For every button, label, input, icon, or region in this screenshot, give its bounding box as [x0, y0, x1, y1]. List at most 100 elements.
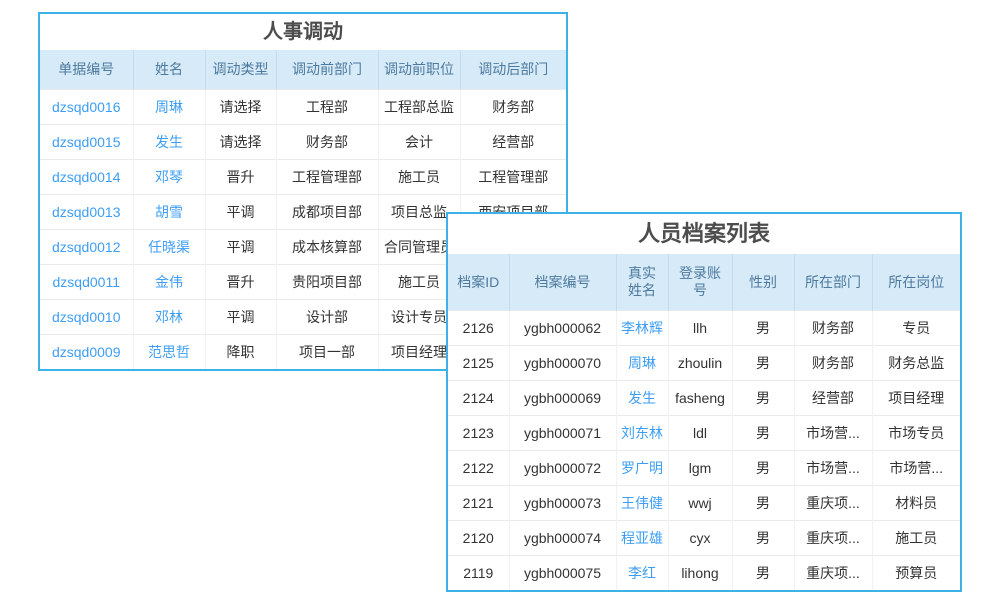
table-cell: fasheng: [667, 380, 732, 416]
table-cell: 2119: [448, 555, 509, 590]
table-cell: 2120: [448, 520, 509, 556]
personnel-transfer-table: 单据编号 姓名 调动类型 调动前部门 调动前职位 调动后部门 dzsqd0016 周琳 请选择…: [40, 50, 566, 369]
link-cell[interactable]: dzsqd0009: [40, 334, 133, 369]
table-cell: 男: [731, 555, 794, 590]
personnel-archive-card: 人员档案列表 档案ID 档案编号 真实姓名 登录账号 性别 所在部门 所在岗位 2126 yg…: [446, 212, 962, 592]
table-cell: 市场营...: [871, 450, 960, 486]
column-header: 调动类型: [204, 50, 276, 90]
link-cell[interactable]: dzsqd0015: [40, 124, 133, 160]
link-cell[interactable]: 范思哲: [132, 334, 205, 369]
link-cell[interactable]: 任晓渠: [132, 229, 205, 265]
link-cell[interactable]: 周琳: [615, 345, 668, 381]
column-header: 单据编号: [40, 50, 133, 90]
link-cell[interactable]: 胡雪: [132, 194, 205, 230]
table-cell: 重庆项...: [793, 485, 872, 521]
table-cell: 财务部: [275, 124, 378, 160]
table-cell: 2126: [448, 310, 509, 346]
table-cell: 经营部: [793, 380, 872, 416]
table-cell: ygbh000074: [508, 520, 616, 556]
table-cell: 财务部: [793, 345, 872, 381]
link-cell[interactable]: 邓琴: [132, 159, 205, 195]
personnel-archive-table: 档案ID 档案编号 真实姓名 登录账号 性别 所在部门 所在岗位 2126 ygbh00006…: [448, 254, 960, 590]
table-cell: 男: [731, 380, 794, 416]
table-cell: 财务部: [793, 310, 872, 346]
table-row: 2123 ygbh000071 刘东林 ldl 男市场营... 市场专员: [448, 415, 960, 451]
personnel-transfer-card: 人事调动 单据编号 姓名 调动类型 调动前部门 调动前职位 调动后部门 dzsqd0016…: [38, 12, 568, 371]
table-cell: 贵阳项目部: [275, 264, 378, 300]
personnel-archive-title: 人员档案列表: [448, 214, 960, 254]
table-cell: 经营部: [459, 124, 566, 160]
link-cell[interactable]: 发生: [615, 380, 668, 416]
link-cell[interactable]: 罗广明: [615, 450, 668, 486]
table-cell: 男: [731, 345, 794, 381]
table-row: dzsqd0016 周琳 请选择 工程部 工程部总监 财务部: [40, 89, 566, 125]
table-cell: 平调: [204, 299, 276, 335]
table-cell: 市场营...: [793, 415, 872, 451]
table-cell: 工程管理部: [459, 159, 566, 195]
table-cell: 男: [731, 415, 794, 451]
table-cell: 会计: [377, 124, 460, 160]
column-header: 姓名: [132, 50, 205, 90]
column-header: 调动前部门: [275, 50, 378, 90]
table-cell: 平调: [204, 194, 276, 230]
table-cell: ygbh000070: [508, 345, 616, 381]
table-cell: ygbh000071: [508, 415, 616, 451]
table-cell: llh: [667, 310, 732, 346]
table-cell: lihong: [667, 555, 732, 590]
link-cell[interactable]: dzsqd0014: [40, 159, 133, 195]
table-cell: 2125: [448, 345, 509, 381]
table-row: dzsqd0015 发生 请选择 财务部 会计 经营部: [40, 124, 566, 160]
table-cell: lgm: [667, 450, 732, 486]
link-cell[interactable]: 周琳: [132, 89, 205, 125]
table-cell: 2121: [448, 485, 509, 521]
table-cell: 男: [731, 485, 794, 521]
link-cell[interactable]: 李红: [615, 555, 668, 590]
link-cell[interactable]: 邓林: [132, 299, 205, 335]
table-cell: 成都项目部: [275, 194, 378, 230]
link-cell[interactable]: 程亚雄: [615, 520, 668, 556]
table-cell: 请选择: [204, 89, 276, 125]
link-cell[interactable]: dzsqd0012: [40, 229, 133, 265]
table-cell: 请选择: [204, 124, 276, 160]
link-cell[interactable]: dzsqd0011: [40, 264, 133, 300]
table-cell: wwj: [667, 485, 732, 521]
table-cell: ygbh000069: [508, 380, 616, 416]
table-cell: 施工员: [377, 159, 460, 195]
table-cell: 降职: [204, 334, 276, 369]
table-cell: 2122: [448, 450, 509, 486]
table-cell: 设计部: [275, 299, 378, 335]
table-cell: ygbh000072: [508, 450, 616, 486]
link-cell[interactable]: dzsqd0013: [40, 194, 133, 230]
table-cell: cyx: [667, 520, 732, 556]
table-cell: 预算员: [871, 555, 960, 590]
table-cell: 晋升: [204, 264, 276, 300]
link-cell[interactable]: 金伟: [132, 264, 205, 300]
table-row: 2122 ygbh000072 罗广明 lgm 男市场营... 市场营...: [448, 450, 960, 486]
table-cell: 重庆项...: [793, 520, 872, 556]
table-cell: 重庆项...: [793, 555, 872, 590]
column-header: 档案编号: [508, 254, 616, 311]
link-cell[interactable]: 刘东林: [615, 415, 668, 451]
table-row: 2119 ygbh000075 李红 lihong 男重庆项... 预算员: [448, 555, 960, 590]
table-row: 2125 ygbh000070 周琳 zhoulin 男财务部 财务总监: [448, 345, 960, 381]
link-cell[interactable]: dzsqd0010: [40, 299, 133, 335]
table-row: dzsqd0014 邓琴 晋升 工程管理部 施工员 工程管理部: [40, 159, 566, 195]
link-cell[interactable]: 李林辉: [615, 310, 668, 346]
link-cell[interactable]: 王伟健: [615, 485, 668, 521]
table-cell: 工程部: [275, 89, 378, 125]
link-cell[interactable]: 发生: [132, 124, 205, 160]
column-header: 档案ID: [448, 254, 509, 311]
table-cell: 项目一部: [275, 334, 378, 369]
column-header: 真实姓名: [615, 254, 668, 311]
table-cell: 男: [731, 310, 794, 346]
link-cell[interactable]: dzsqd0016: [40, 89, 133, 125]
transfer-header-row: 单据编号 姓名 调动类型 调动前部门 调动前职位 调动后部门: [40, 50, 566, 90]
table-cell: 财务部: [459, 89, 566, 125]
personnel-transfer-title: 人事调动: [40, 14, 566, 50]
table-cell: 2124: [448, 380, 509, 416]
table-cell: 工程管理部: [275, 159, 378, 195]
table-cell: 工程部总监: [377, 89, 460, 125]
table-cell: 晋升: [204, 159, 276, 195]
table-cell: 项目经理: [871, 380, 960, 416]
